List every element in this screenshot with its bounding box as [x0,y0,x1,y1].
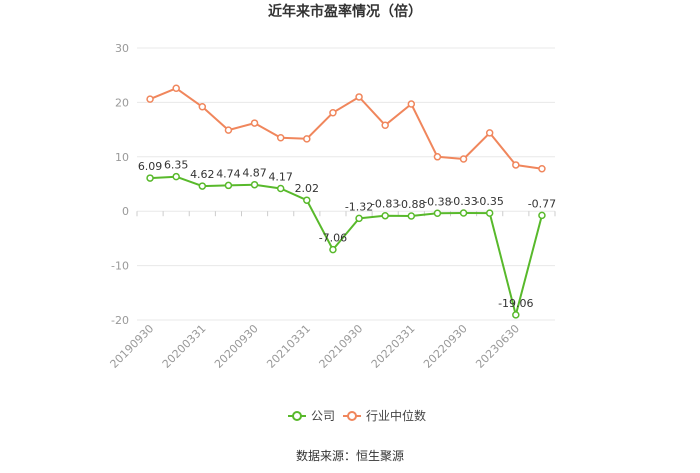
data-point[interactable] [512,311,520,319]
x-tick-label: 20230630 [473,322,522,371]
data-label: 4.87 [242,167,267,180]
x-tick-label: 20200930 [212,322,261,371]
data-point[interactable] [172,84,180,93]
data-point[interactable] [355,214,363,223]
y-tick-label: 20 [115,96,129,109]
data-point[interactable] [459,155,468,163]
data-point[interactable] [224,126,233,134]
series-line [150,175,543,316]
legend-item-2[interactable]: 行业中位数 [343,408,426,423]
x-tick-label: 20210331 [264,322,313,371]
x-tick-label: 20200331 [160,322,209,371]
data-point[interactable] [485,209,494,217]
data-label: 6.35 [164,159,189,172]
data-point[interactable] [198,182,207,190]
legend-marker-icon [347,411,357,421]
legend-label: 行业中位数 [366,408,426,423]
data-point[interactable] [198,103,207,111]
data-point[interactable] [329,108,337,117]
data-point[interactable] [381,121,389,129]
data-point[interactable] [224,181,233,190]
data-label: -1.32 [345,200,373,213]
legend-label: 公司 [311,409,335,423]
data-label: -0.38 [423,195,451,208]
data-point[interactable] [512,161,520,169]
data-label: -0.77 [528,197,556,210]
data-point[interactable] [433,153,442,161]
data-label: -0.33 [449,195,477,208]
chart-title: 近年来市盈率情况（倍） [268,4,422,20]
data-point[interactable] [276,184,285,193]
data-point[interactable] [538,211,546,220]
data-label: -7.06 [319,232,347,245]
data-point[interactable] [303,135,311,143]
data-point[interactable] [485,129,494,137]
data-label: -0.88 [397,198,425,211]
data-label: 4.17 [268,171,293,184]
y-tick-label: 30 [115,42,129,55]
series-2 [146,84,546,173]
series [146,84,546,319]
y-tick-label: 0 [122,205,129,218]
data-point[interactable] [407,212,416,220]
x-tick-label: 20210930 [317,322,366,371]
x-tick-label: 20190930 [108,322,157,371]
data-point[interactable] [303,196,311,204]
data-point[interactable] [146,174,154,182]
data-point[interactable] [459,209,468,217]
data-point[interactable] [433,209,442,218]
data-point[interactable] [381,211,389,220]
data-point[interactable] [172,172,180,181]
y-tick-label: -20 [111,314,129,327]
data-point[interactable] [276,134,285,142]
data-label: 6.09 [138,160,163,173]
legend: 公司 行业中位数 [288,408,426,423]
data-point[interactable] [250,119,259,127]
data-labels: 6.09 6.354.62 4.74 4.87 4.172.02-7.06-1.32-0… [138,159,556,310]
x-tick-label: 20220930 [421,322,470,371]
data-point[interactable] [329,245,337,254]
data-label: 4.62 [190,168,215,181]
data-source-note: 数据来源：恒生聚源 [295,449,404,463]
legend-marker-icon [292,411,302,421]
data-point[interactable] [407,100,416,108]
series-line [149,87,543,170]
data-label: 2.02 [295,182,320,195]
data-point[interactable] [538,165,546,173]
data-point[interactable] [250,180,259,189]
data-label: -19.06 [498,297,533,310]
series-1 [146,172,546,319]
y-tick-label: -10 [111,260,129,273]
data-label: -0.35 [475,195,503,208]
x-tick-label: 20220331 [369,322,418,371]
legend-item-1[interactable]: 公司 [288,409,335,423]
data-label: -0.83 [371,198,399,211]
y-tick-label: 10 [115,151,129,164]
data-point[interactable] [146,95,154,103]
data-label: 4.74 [216,167,241,180]
data-point[interactable] [355,93,363,101]
